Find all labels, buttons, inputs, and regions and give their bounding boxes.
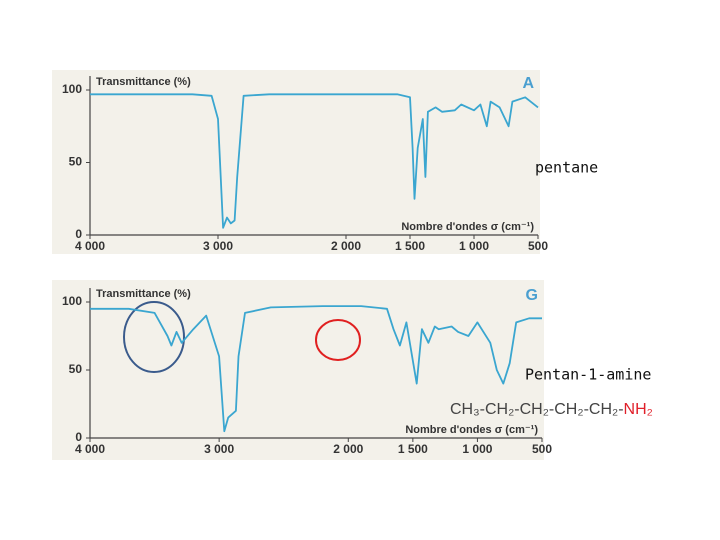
formula-part: CH₃-CH₂-CH₂-CH₂-CH₂- (450, 401, 624, 418)
y-tick-label: 0 (75, 227, 82, 241)
x-tick-label: 1 000 (462, 442, 492, 456)
y-axis-label: Transmittance (%) (96, 76, 191, 88)
x-tick-label: 2 000 (333, 442, 363, 456)
panel-label: A (522, 75, 534, 92)
panel-background (52, 70, 540, 254)
x-tick-label: 3 000 (203, 239, 233, 253)
spectrum-line (90, 305, 542, 433)
y-tick-label: 50 (69, 362, 83, 376)
highlight-circle (315, 319, 361, 361)
y-tick-label: 100 (62, 294, 82, 308)
x-tick-label: 500 (528, 239, 548, 253)
x-tick-label: 3 000 (204, 442, 234, 456)
x-axis-label: Nombre d'ondes σ (cm⁻¹) (401, 221, 534, 233)
y-tick-label: 0 (75, 430, 82, 444)
compound-name: pentane (535, 159, 598, 177)
y-axis-label: Transmittance (%) (96, 288, 191, 300)
x-axis-label: Nombre d'ondes σ (cm⁻¹) (405, 424, 538, 436)
x-tick-label: 1 500 (395, 239, 425, 253)
y-tick-label: 50 (69, 155, 83, 169)
x-tick-label: 1 500 (398, 442, 428, 456)
x-tick-label: 500 (532, 442, 552, 456)
spectrum-line (90, 93, 539, 229)
panel-label: G (526, 287, 538, 304)
formula-part: NH₂ (624, 401, 653, 418)
x-tick-label: 4 000 (75, 442, 105, 456)
compound-name: Pentan-1-amine (525, 366, 651, 384)
highlight-circle (123, 301, 185, 373)
x-tick-label: 4 000 (75, 239, 105, 253)
y-tick-label: 100 (62, 82, 82, 96)
formula: CH₃-CH₂-CH₂-CH₂-CH₂-NH₂ (450, 401, 653, 418)
x-tick-label: 1 000 (459, 239, 489, 253)
x-tick-label: 2 000 (331, 239, 361, 253)
